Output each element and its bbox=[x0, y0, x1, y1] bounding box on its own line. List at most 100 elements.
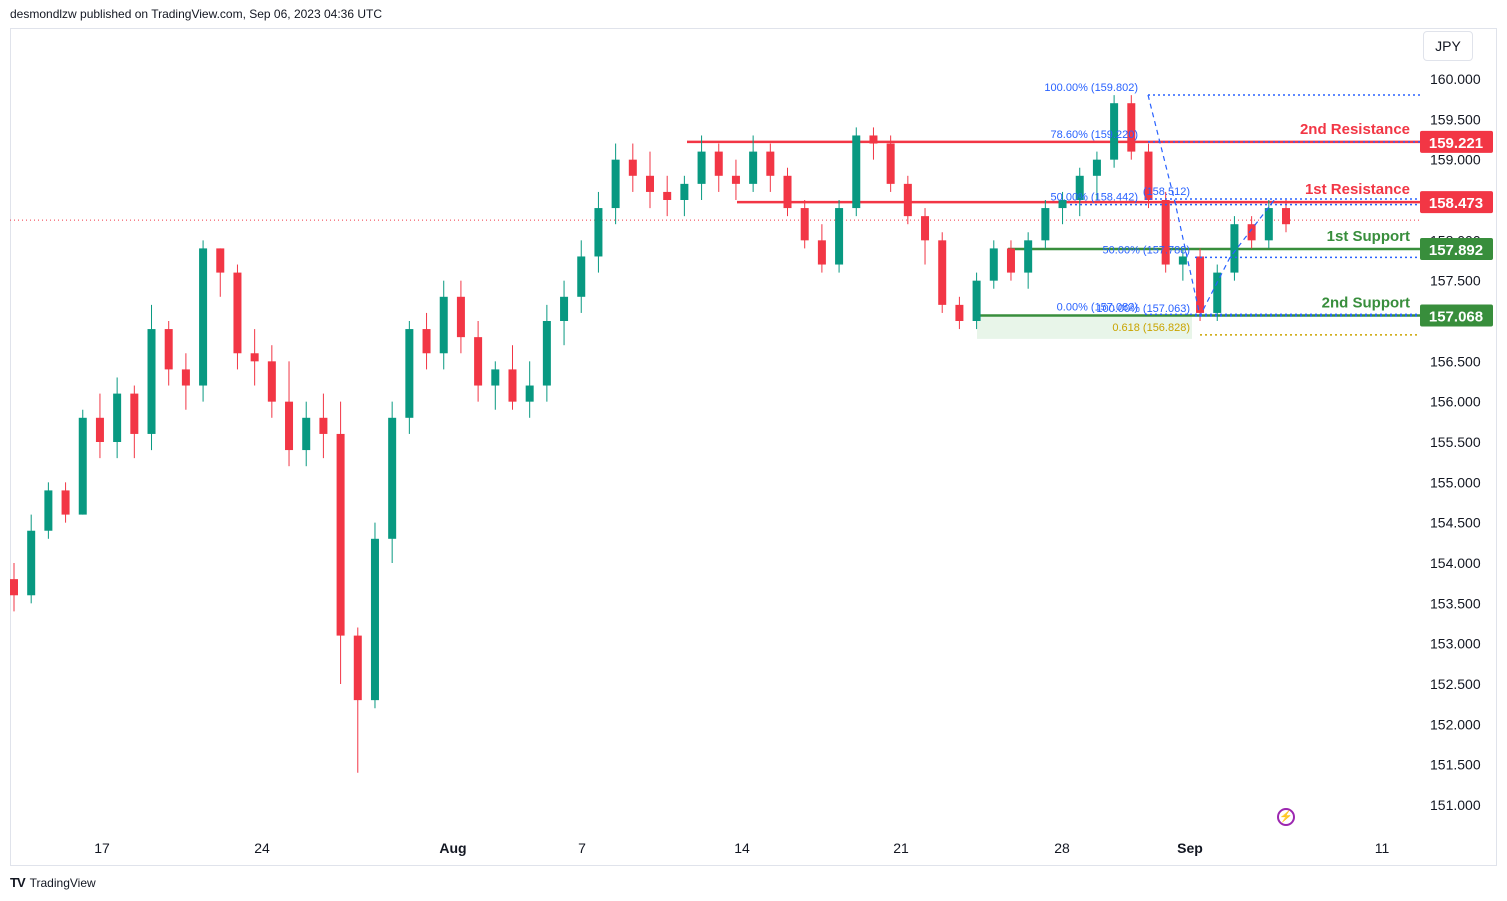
fib-label: (158.512) bbox=[1143, 186, 1190, 198]
y-tick-label: 159.500 bbox=[1430, 111, 1481, 127]
y-tick-label: 160.000 bbox=[1430, 71, 1481, 87]
candle-body bbox=[783, 175, 792, 209]
candle-body bbox=[164, 329, 173, 370]
fib-label: 100.00% (157.063) bbox=[1096, 303, 1190, 315]
candle-body bbox=[1075, 175, 1084, 200]
candle-body bbox=[336, 433, 345, 636]
candle-body bbox=[955, 304, 964, 321]
candle-body bbox=[10, 579, 18, 596]
y-tick-label: 156.000 bbox=[1430, 394, 1481, 410]
y-tick-label: 151.000 bbox=[1430, 797, 1481, 813]
candle-body bbox=[1127, 103, 1136, 152]
candle-body bbox=[903, 183, 912, 217]
currency-selector[interactable]: JPY bbox=[1423, 31, 1473, 61]
candle-body bbox=[921, 216, 930, 241]
x-tick-label: 11 bbox=[1375, 840, 1390, 856]
fib-label: 100.00% (159.802) bbox=[1044, 82, 1138, 94]
brand-name: TradingView bbox=[29, 875, 96, 890]
candle-body bbox=[95, 417, 104, 442]
candle-body bbox=[267, 361, 276, 402]
candle-body bbox=[199, 248, 208, 386]
candle-body bbox=[285, 401, 294, 451]
candle-body bbox=[525, 385, 534, 402]
resistance2-label: 2nd Resistance bbox=[1300, 121, 1410, 138]
y-tick-label: 156.500 bbox=[1430, 353, 1481, 369]
candle-body bbox=[302, 417, 311, 451]
candle-body bbox=[1058, 200, 1067, 209]
candle-body bbox=[405, 329, 414, 418]
price-badge bbox=[1420, 130, 1493, 153]
tradingview-logo: TV bbox=[10, 875, 26, 890]
candle-body bbox=[1196, 256, 1205, 313]
candle-body bbox=[1092, 159, 1101, 176]
resistance1-label: 1st Resistance bbox=[1305, 181, 1410, 198]
fib-label: 50.00% (157.788) bbox=[1103, 244, 1190, 256]
candle-body bbox=[250, 353, 259, 362]
support-zone bbox=[977, 315, 1192, 339]
candle-body bbox=[989, 248, 998, 281]
candle-body bbox=[474, 337, 483, 386]
y-tick-label: 153.000 bbox=[1430, 636, 1481, 652]
y-tick-label: 152.000 bbox=[1430, 716, 1481, 732]
lightning-bolt-icon[interactable]: ⚡ bbox=[1277, 808, 1295, 826]
candle-body bbox=[714, 151, 723, 176]
y-tick-label: 154.000 bbox=[1430, 555, 1481, 571]
candle-body bbox=[663, 191, 672, 200]
support1-label: 1st Support bbox=[1327, 228, 1410, 245]
candle-body bbox=[1282, 208, 1290, 225]
candle-body bbox=[628, 159, 637, 176]
candle-body bbox=[972, 280, 981, 321]
candle-body bbox=[852, 135, 861, 209]
candle-body bbox=[1110, 103, 1119, 160]
candle-body bbox=[938, 240, 947, 305]
fib-label: 50.00% (158.442) bbox=[1051, 192, 1138, 204]
candle-body bbox=[646, 175, 654, 192]
candle-body bbox=[1024, 240, 1033, 273]
candle-body bbox=[456, 296, 465, 338]
y-tick-label: 151.500 bbox=[1430, 757, 1481, 773]
price-badge-text: 159.221 bbox=[1429, 135, 1483, 152]
price-badge-text: 158.473 bbox=[1429, 195, 1483, 212]
candle-body bbox=[1006, 248, 1015, 273]
y-tick-label: 152.500 bbox=[1430, 676, 1481, 692]
candle-body bbox=[749, 151, 758, 184]
fib-label: 78.60% (159.220) bbox=[1051, 129, 1138, 141]
candle-body bbox=[233, 272, 242, 354]
candle-body bbox=[439, 296, 448, 354]
candle-body bbox=[491, 369, 500, 386]
x-tick-label: 24 bbox=[254, 840, 270, 856]
candle-body bbox=[147, 329, 156, 434]
candle-body bbox=[611, 159, 620, 209]
candle-body bbox=[817, 240, 826, 265]
candle-body bbox=[61, 490, 70, 515]
candle-body bbox=[869, 135, 878, 144]
y-tick-label: 159.000 bbox=[1430, 152, 1481, 168]
x-tick-label: 28 bbox=[1054, 840, 1070, 856]
y-tick-label: 155.000 bbox=[1430, 474, 1481, 490]
fib-label: 0.618 (156.828) bbox=[1112, 322, 1190, 334]
y-tick-label: 153.500 bbox=[1430, 595, 1481, 611]
candle-body bbox=[731, 175, 740, 184]
candle-body bbox=[1161, 200, 1170, 265]
candle-body bbox=[1178, 256, 1187, 265]
x-tick-label: 21 bbox=[893, 840, 909, 856]
candle-body bbox=[113, 393, 122, 442]
candle-body bbox=[697, 151, 706, 184]
candle-body bbox=[319, 417, 328, 434]
candle-body bbox=[353, 635, 362, 701]
candle-body bbox=[560, 296, 569, 321]
x-tick-label: 7 bbox=[578, 840, 586, 856]
candle-body bbox=[1041, 208, 1050, 241]
x-tick-label: Sep bbox=[1177, 840, 1203, 856]
price-badge bbox=[1420, 191, 1493, 214]
candle-body bbox=[370, 538, 379, 701]
candle-body bbox=[886, 143, 895, 184]
candle-body bbox=[388, 417, 397, 539]
y-tick-label: 157.500 bbox=[1430, 273, 1481, 289]
x-tick-label: 17 bbox=[94, 840, 110, 856]
chart-frame bbox=[10, 28, 1497, 866]
candle-body bbox=[1264, 208, 1273, 241]
candle-body bbox=[44, 490, 53, 531]
candle-body bbox=[800, 208, 809, 241]
